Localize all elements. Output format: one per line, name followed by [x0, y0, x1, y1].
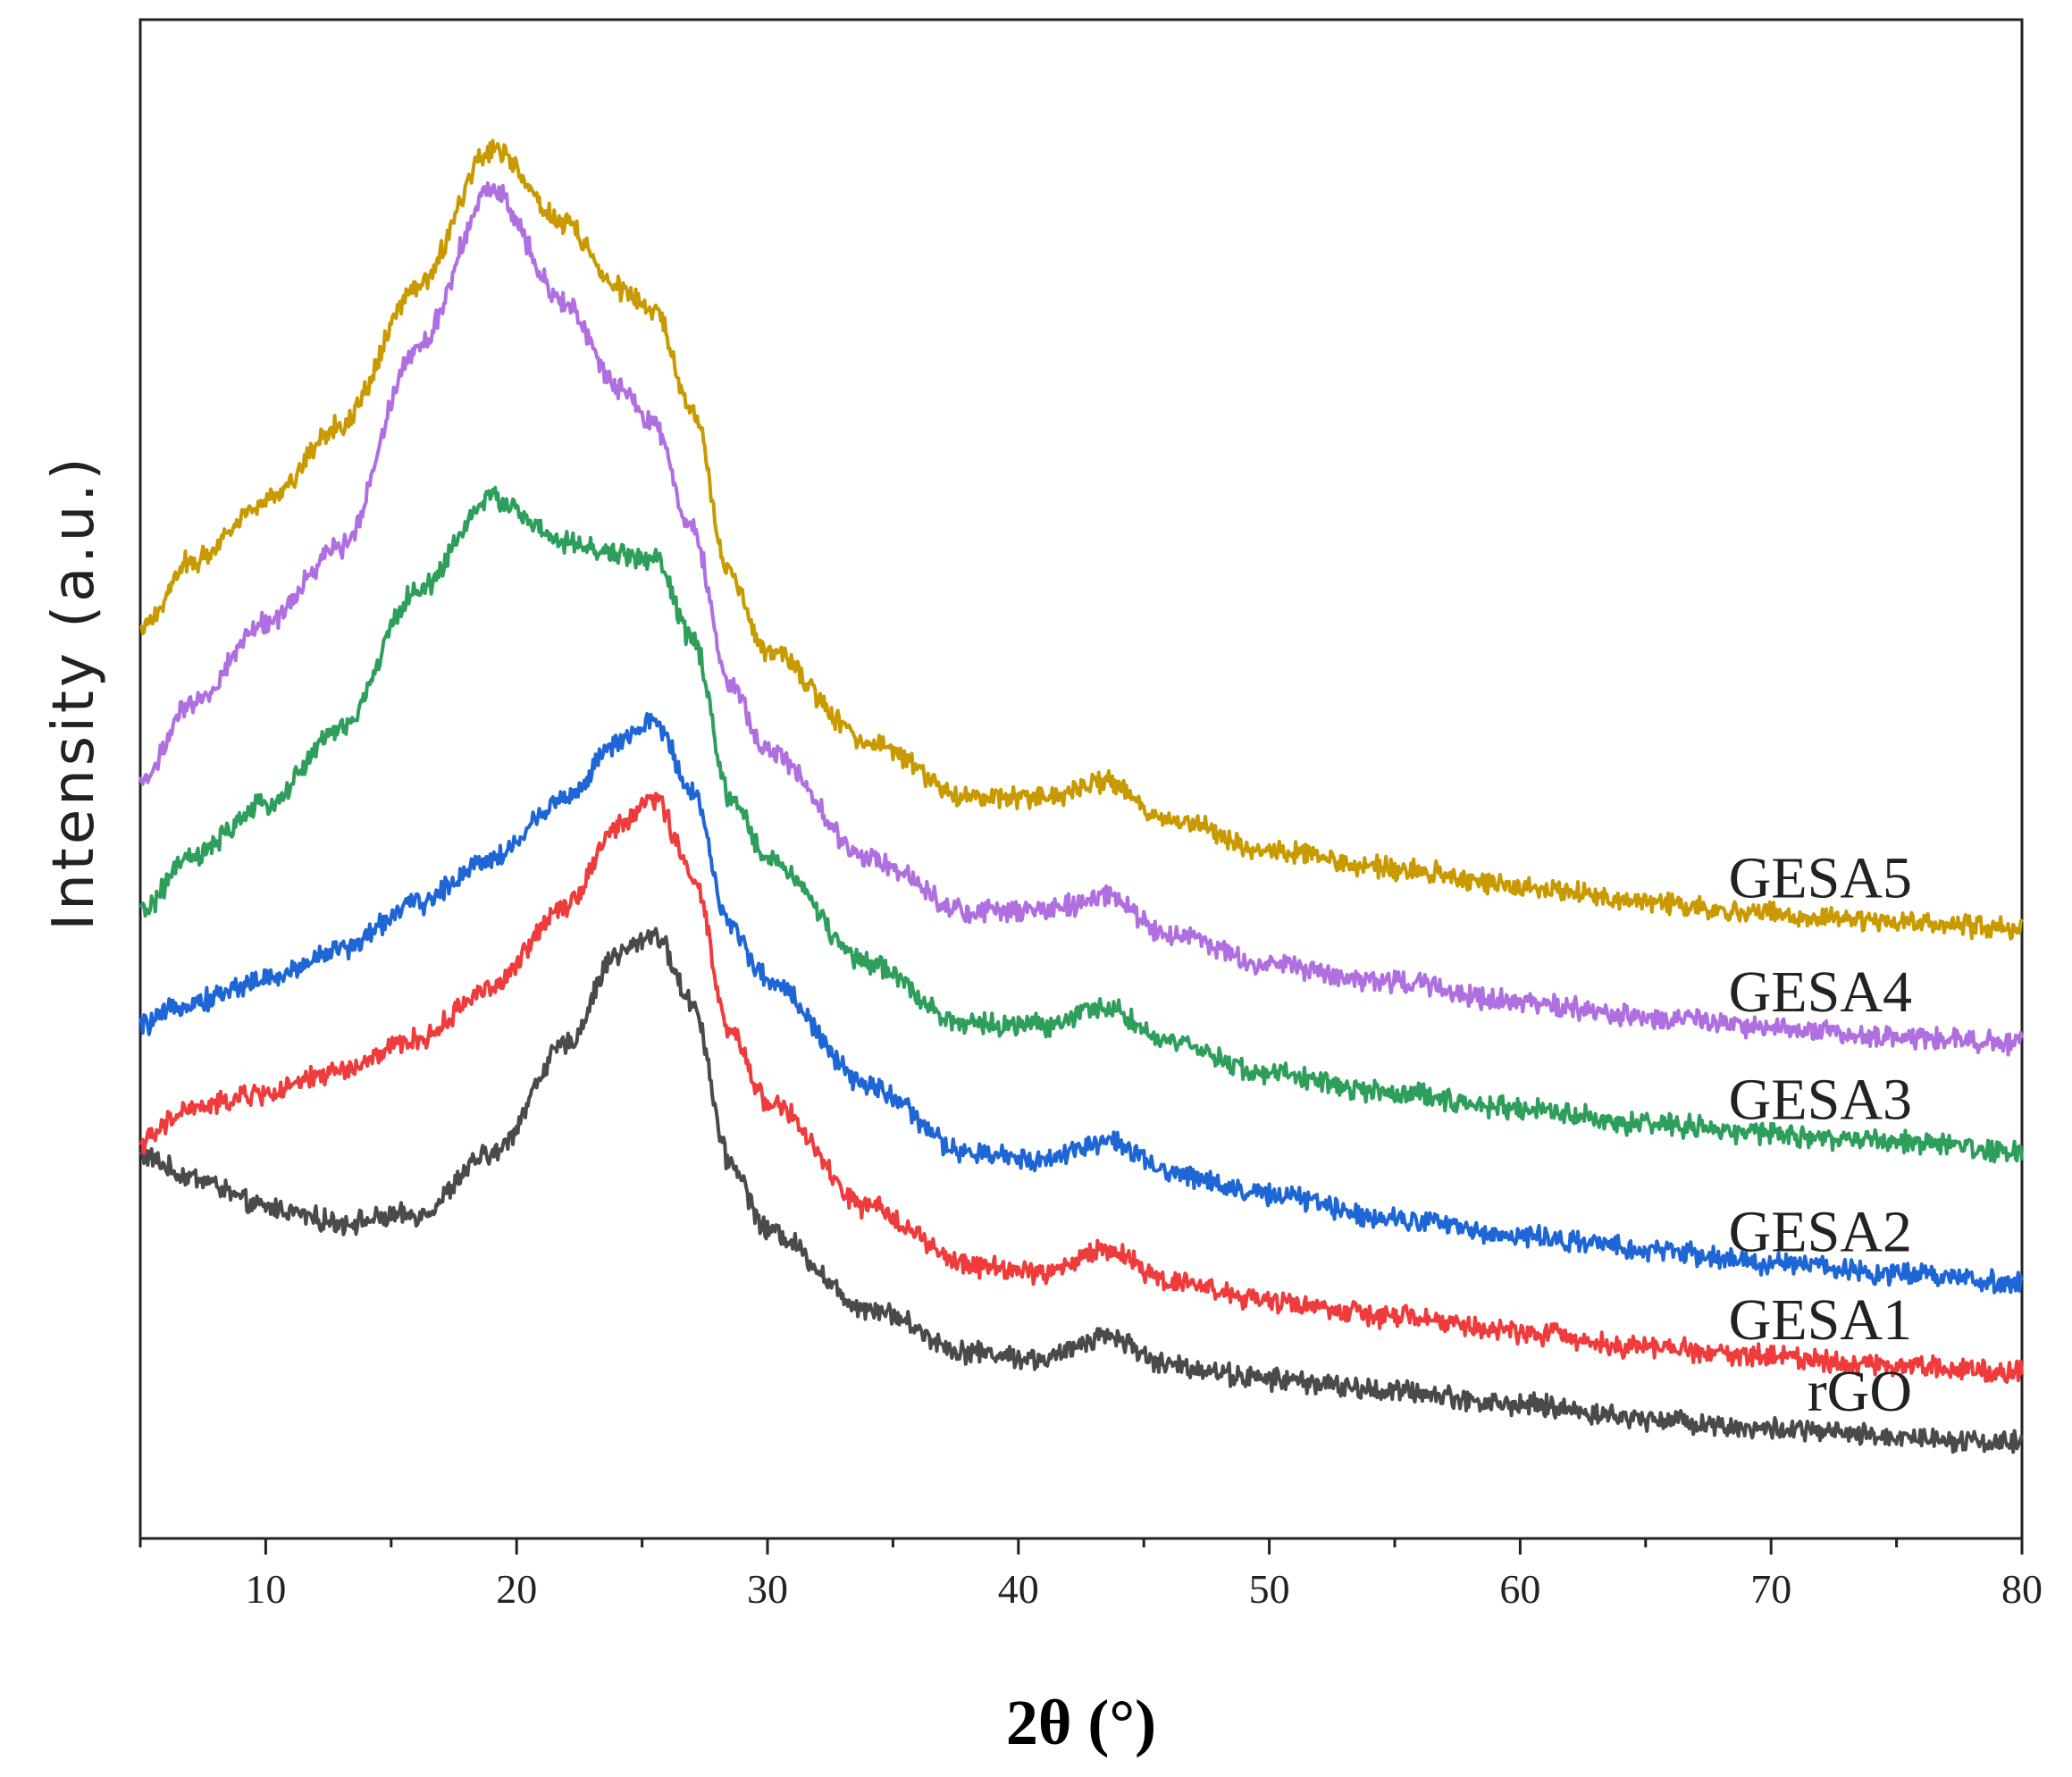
series-label-gesa2: GESA2 [1729, 1199, 1912, 1264]
series-label-gesa3: GESA3 [1729, 1068, 1912, 1133]
y-axis-title: Intensity (a.u.) [41, 454, 107, 930]
x-tick-label: 40 [998, 1566, 1039, 1612]
x-axis-ticks [138, 1538, 2024, 1555]
x-axis-title: 2θ (°) [1006, 1687, 1156, 1758]
series-line-gesa3 [138, 485, 2024, 1164]
series-label-gesa1: GESA1 [1729, 1287, 1912, 1353]
series-label-gesa4: GESA4 [1729, 960, 1912, 1025]
x-tick-label: 80 [2001, 1566, 2043, 1612]
series-line-rgo [138, 926, 2024, 1454]
series-line-gesa1 [138, 792, 2024, 1384]
series-label-gesa5: GESA5 [1729, 845, 1912, 910]
x-tick-label: 30 [747, 1566, 788, 1612]
x-tick-label: 10 [245, 1566, 286, 1612]
x-tick-label: 50 [1249, 1566, 1290, 1612]
x-tick-label: 60 [1499, 1566, 1540, 1612]
x-axis-tick-labels: 10 20 30 40 50 60 70 80 [245, 1566, 2043, 1612]
series-line-gesa2 [138, 712, 2024, 1295]
series-line-gesa5 [139, 138, 2024, 941]
series-label-rgo: rGO [1808, 1359, 1912, 1424]
series-lines [138, 138, 2024, 1454]
series-line-gesa4 [138, 181, 2024, 1057]
x-tick-label: 20 [496, 1566, 537, 1612]
x-tick-label: 70 [1750, 1566, 1791, 1612]
